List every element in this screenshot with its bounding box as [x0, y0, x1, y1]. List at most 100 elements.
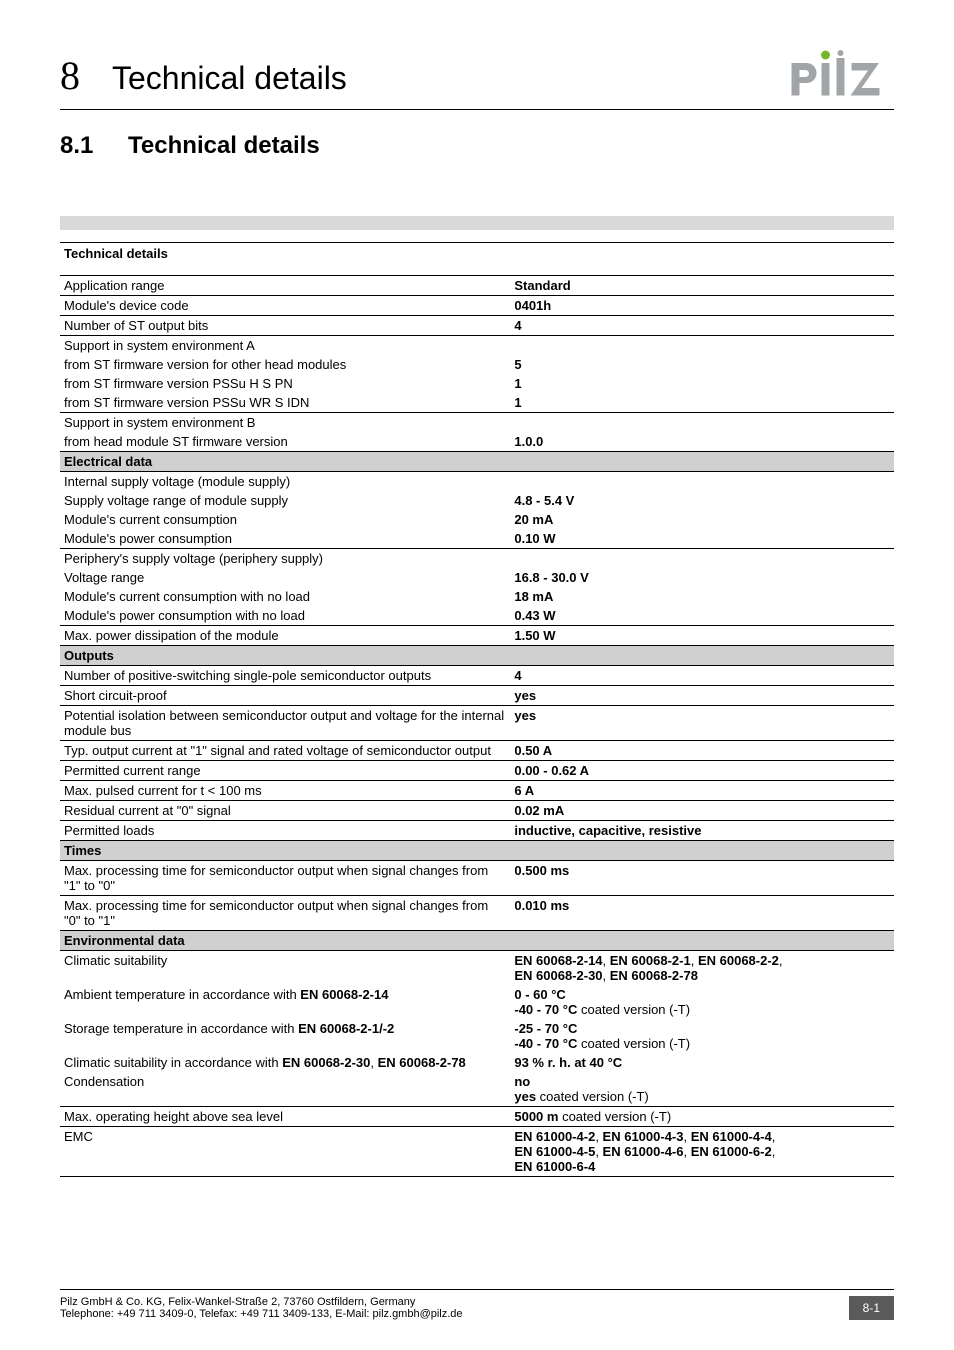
table-value: yes	[510, 686, 894, 706]
table-label: Storage temperature in accordance with E…	[60, 1019, 510, 1053]
table-value: 4	[510, 666, 894, 686]
table-row: Support in system environment A	[60, 336, 894, 356]
table-value: 5	[510, 355, 894, 374]
table-label: Ambient temperature in accordance with E…	[60, 985, 510, 1019]
table-subheader: Times	[60, 841, 894, 861]
table-row: Module's power consumption0.10 W	[60, 529, 894, 549]
table-subheader: Outputs	[60, 646, 894, 666]
table-row: Environmental data	[60, 931, 894, 951]
table-row: Condensationnoyes coated version (-T)	[60, 1072, 894, 1107]
table-value: EN 61000-4-2, EN 61000-4-3, EN 61000-4-4…	[510, 1127, 894, 1177]
chapter-number: 8	[60, 52, 80, 99]
table-row: Potential isolation between semiconducto…	[60, 706, 894, 741]
table-value: 0 - 60 °C-40 - 70 °C coated version (-T)	[510, 985, 894, 1019]
table-label: Internal supply voltage (module supply)	[60, 472, 510, 492]
table-row: Residual current at "0" signal0.02 mA	[60, 801, 894, 821]
table-row: Module's power consumption with no load0…	[60, 606, 894, 626]
table-label: Climatic suitability	[60, 951, 510, 986]
table-value: 0.02 mA	[510, 801, 894, 821]
footer-company-info: Pilz GmbH & Co. KG, Felix-Wankel-Straße …	[60, 1296, 463, 1320]
table-label: from head module ST firmware version	[60, 432, 510, 452]
table-row: Short circuit-proofyes	[60, 686, 894, 706]
table-row: Permitted current range0.00 - 0.62 A	[60, 761, 894, 781]
table-row: from ST firmware version for other head …	[60, 355, 894, 374]
table-row: Permitted loadsinductive, capacitive, re…	[60, 821, 894, 841]
table-value: 0.10 W	[510, 529, 894, 549]
table-label: EMC	[60, 1127, 510, 1177]
table-row: Electrical data	[60, 452, 894, 472]
table-value: 0.010 ms	[510, 896, 894, 931]
footer-line2: Telephone: +49 711 3409-0, Telefax: +49 …	[60, 1308, 463, 1320]
table-row: Periphery's supply voltage (periphery su…	[60, 549, 894, 569]
page-header: 8 Technical details	[60, 48, 894, 110]
table-value	[510, 336, 894, 356]
table-row: Max. operating height above sea level500…	[60, 1107, 894, 1127]
table-row: Times	[60, 841, 894, 861]
table-row: Max. power dissipation of the module1.50…	[60, 626, 894, 646]
table-value: 16.8 - 30.0 V	[510, 568, 894, 587]
table-value: inductive, capacitive, resistive	[510, 821, 894, 841]
page-number: 8-1	[849, 1296, 894, 1320]
table-row: from ST firmware version PSSu H S PN1	[60, 374, 894, 393]
table-value	[510, 413, 894, 433]
table-label: Module's current consumption with no loa…	[60, 587, 510, 606]
table-row: from head module ST firmware version1.0.…	[60, 432, 894, 452]
table-row: Outputs	[60, 646, 894, 666]
table-value: 0401h	[510, 296, 894, 316]
table-label: from ST firmware version PSSu H S PN	[60, 374, 510, 393]
table-value: 0.500 ms	[510, 861, 894, 896]
table-value: 4	[510, 316, 894, 336]
table-value: Standard	[510, 276, 894, 296]
table-value: 4.8 - 5.4 V	[510, 491, 894, 510]
technical-details-table: Technical detailsApplication rangeStanda…	[60, 242, 894, 1177]
table-label: Application range	[60, 276, 510, 296]
table-value: 93 % r. h. at 40 °C	[510, 1053, 894, 1072]
table-row: Module's current consumption20 mA	[60, 510, 894, 529]
table-label: Periphery's supply voltage (periphery su…	[60, 549, 510, 569]
table-label: Typ. output current at "1" signal and ra…	[60, 741, 510, 761]
table-label: Max. pulsed current for t < 100 ms	[60, 781, 510, 801]
table-label: Voltage range	[60, 568, 510, 587]
table-row: Internal supply voltage (module supply)	[60, 472, 894, 492]
table-value: EN 60068-2-14, EN 60068-2-1, EN 60068-2-…	[510, 951, 894, 986]
gray-divider	[60, 216, 894, 230]
table-label: Potential isolation between semiconducto…	[60, 706, 510, 741]
table-label: Module's device code	[60, 296, 510, 316]
table-row: Number of ST output bits4	[60, 316, 894, 336]
table-value: -25 - 70 °C-40 - 70 °C coated version (-…	[510, 1019, 894, 1053]
table-value: 1	[510, 374, 894, 393]
table-value	[510, 472, 894, 492]
table-label: Support in system environment A	[60, 336, 510, 356]
table-row: Module's device code0401h	[60, 296, 894, 316]
table-label: from ST firmware version PSSu WR S IDN	[60, 393, 510, 413]
table-value	[510, 549, 894, 569]
table-subheader: Electrical data	[60, 452, 894, 472]
table-row: EMCEN 61000-4-2, EN 61000-4-3, EN 61000-…	[60, 1127, 894, 1177]
table-subheader: Environmental data	[60, 931, 894, 951]
table-label: Max. operating height above sea level	[60, 1107, 510, 1127]
table-value: 20 mA	[510, 510, 894, 529]
table-row: Climatic suitability in accordance with …	[60, 1053, 894, 1072]
table-row: Number of positive-switching single-pole…	[60, 666, 894, 686]
section-number: 8.1	[60, 132, 93, 159]
table-value: 0.00 - 0.62 A	[510, 761, 894, 781]
table-value: 0.43 W	[510, 606, 894, 626]
table-value: 1.0.0	[510, 432, 894, 452]
table-label: Max. power dissipation of the module	[60, 626, 510, 646]
table-row: Module's current consumption with no loa…	[60, 587, 894, 606]
table-label: Permitted current range	[60, 761, 510, 781]
table-label: Number of positive-switching single-pole…	[60, 666, 510, 686]
table-row: Max. processing time for semiconductor o…	[60, 861, 894, 896]
table-label: Climatic suitability in accordance with …	[60, 1053, 510, 1072]
table-label: Module's power consumption	[60, 529, 510, 549]
table-row: Application rangeStandard	[60, 276, 894, 296]
brand-logo	[784, 48, 894, 103]
footer-line1: Pilz GmbH & Co. KG, Felix-Wankel-Straße …	[60, 1296, 463, 1308]
chapter-title: Technical details	[112, 60, 347, 97]
table-row: Voltage range16.8 - 30.0 V	[60, 568, 894, 587]
table-label: from ST firmware version for other head …	[60, 355, 510, 374]
table-value: 18 mA	[510, 587, 894, 606]
page-footer: Pilz GmbH & Co. KG, Felix-Wankel-Straße …	[60, 1289, 894, 1320]
table-row: Supply voltage range of module supply4.8…	[60, 491, 894, 510]
table-value: 1	[510, 393, 894, 413]
